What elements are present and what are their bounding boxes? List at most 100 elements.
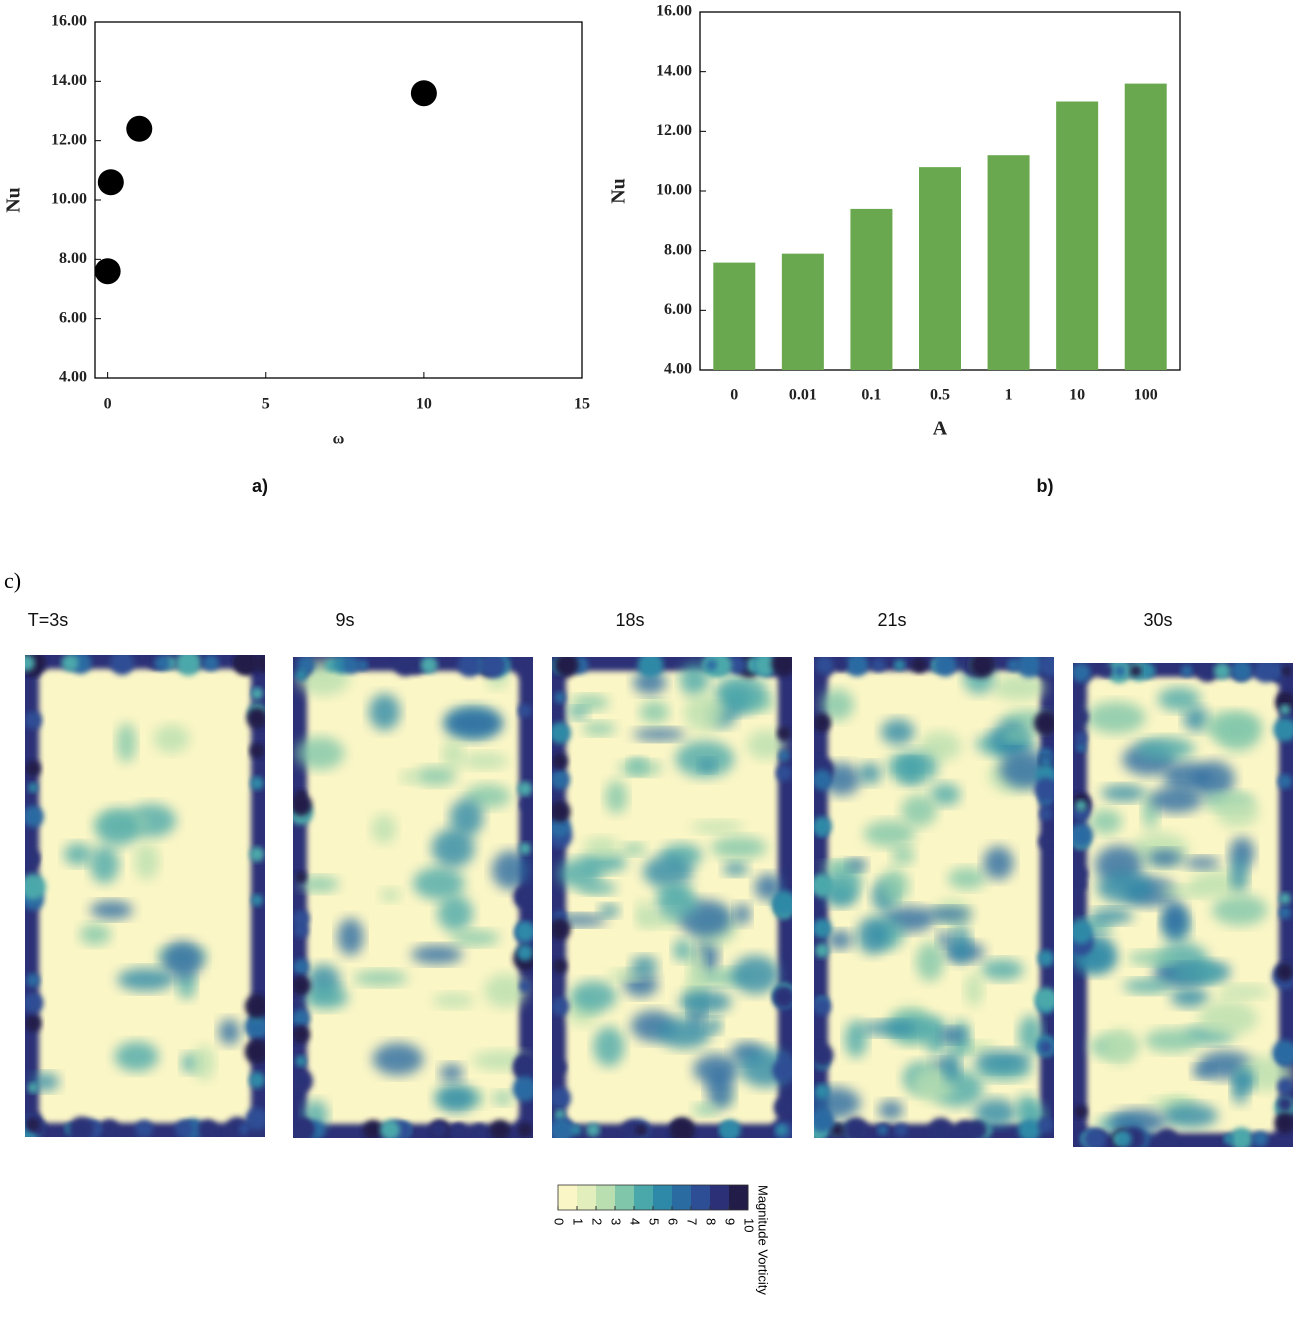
- wall-vortex: [1018, 1118, 1042, 1138]
- wall-vortex: [518, 842, 532, 855]
- wall-vortex: [518, 703, 532, 718]
- wall-vortex: [1252, 1131, 1269, 1147]
- vortex: [930, 783, 961, 806]
- point: [410, 80, 437, 107]
- wall-vortex: [877, 1124, 889, 1136]
- wall-vortex: [517, 781, 533, 797]
- wall-vortex: [294, 1120, 314, 1138]
- wall-vortex: [1037, 949, 1054, 967]
- vortex: [1144, 1028, 1200, 1052]
- vortex: [859, 762, 881, 785]
- wall-vortex: [479, 657, 506, 678]
- vortex: [1104, 1028, 1137, 1066]
- wall-vortex: [554, 691, 566, 704]
- vortex: [295, 736, 345, 770]
- y-axis-label: Nu: [608, 178, 630, 204]
- vortex: [1122, 978, 1173, 994]
- wall-vortex: [250, 776, 264, 791]
- wall-vortex: [27, 1082, 39, 1094]
- colorbar-tick-label: 1: [571, 1218, 586, 1225]
- wall-vortex: [552, 801, 571, 823]
- vortex: [679, 662, 709, 697]
- vortex: [964, 972, 984, 1007]
- field: [293, 657, 533, 1138]
- y-axis-label: Nu: [3, 187, 25, 213]
- wall-vortex: [669, 1117, 696, 1138]
- vortex: [901, 794, 937, 827]
- wall-vortex: [174, 1119, 194, 1137]
- wall-vortex: [1196, 663, 1219, 683]
- vortex: [435, 1083, 477, 1113]
- point: [97, 169, 124, 196]
- wall-vortex: [234, 655, 255, 674]
- wall-vortex: [1278, 906, 1292, 919]
- vortex: [723, 861, 749, 876]
- wall-vortex: [834, 658, 848, 672]
- wall-vortex: [1279, 892, 1291, 905]
- wall-vortex: [570, 1124, 582, 1136]
- wall-vortex: [1100, 664, 1113, 678]
- field: [1073, 663, 1293, 1147]
- vortex: [690, 820, 745, 834]
- wall-vortex: [25, 805, 44, 828]
- wall-vortex: [814, 943, 830, 958]
- wall-vortex: [25, 655, 35, 672]
- wall-vortex: [771, 890, 792, 917]
- wall-vortex: [1229, 1127, 1253, 1147]
- wall-vortex: [1039, 807, 1053, 821]
- x-tick-label: 5: [262, 396, 270, 413]
- wall-vortex: [845, 657, 869, 677]
- x-tick-label: 1: [1005, 387, 1013, 404]
- wall-vortex: [249, 846, 265, 862]
- wall-vortex: [25, 1014, 42, 1032]
- wall-vortex: [68, 1116, 94, 1137]
- vortex: [683, 693, 725, 732]
- vortex: [353, 970, 408, 986]
- snapshot-time: T=3s: [28, 610, 69, 630]
- wall-vortex: [249, 743, 265, 759]
- x-tick-label: 0.1: [861, 387, 881, 404]
- vortex: [1215, 797, 1259, 828]
- wall-vortex: [778, 750, 790, 762]
- vortex: [369, 693, 401, 731]
- colorbar-cell: [691, 1185, 711, 1210]
- wall-vortex: [517, 1122, 533, 1138]
- vortex: [633, 670, 667, 695]
- vortex: [943, 1050, 961, 1084]
- wall-vortex: [728, 657, 747, 675]
- colorbar-tick-label: 8: [704, 1218, 719, 1225]
- wall-vortex: [814, 918, 832, 939]
- wall-vortex: [451, 1124, 462, 1136]
- vortex: [583, 837, 620, 857]
- vortex: [693, 1103, 719, 1116]
- wall-vortex: [893, 659, 906, 671]
- wall-vortex: [512, 1076, 533, 1102]
- wall-vortex: [457, 657, 482, 678]
- snapshot-time: 18s: [615, 610, 644, 630]
- wall-vortex: [637, 657, 664, 678]
- wall-vortex: [719, 1121, 736, 1138]
- wall-vortex: [814, 997, 831, 1016]
- bar: [1124, 83, 1167, 370]
- snapshot-time: 30s: [1143, 610, 1172, 630]
- vortex: [924, 907, 972, 922]
- vortex: [643, 855, 694, 889]
- vortex: [991, 674, 1046, 701]
- wall-vortex: [586, 1123, 601, 1137]
- y-tick-label: 10.00: [656, 182, 692, 199]
- wall-vortex: [293, 975, 311, 996]
- vortex: [1216, 984, 1271, 999]
- vortex: [414, 766, 457, 786]
- bar: [850, 208, 893, 370]
- y-tick-label: 4.00: [59, 369, 87, 386]
- vortex: [1147, 849, 1183, 867]
- colorbar-cell: [596, 1185, 616, 1210]
- vortex: [79, 923, 111, 946]
- wall-vortex: [814, 1043, 834, 1067]
- wall-vortex: [1083, 1127, 1107, 1147]
- point: [94, 258, 121, 285]
- vortex: [598, 904, 620, 918]
- vortex: [673, 939, 693, 962]
- vortex: [678, 990, 732, 1014]
